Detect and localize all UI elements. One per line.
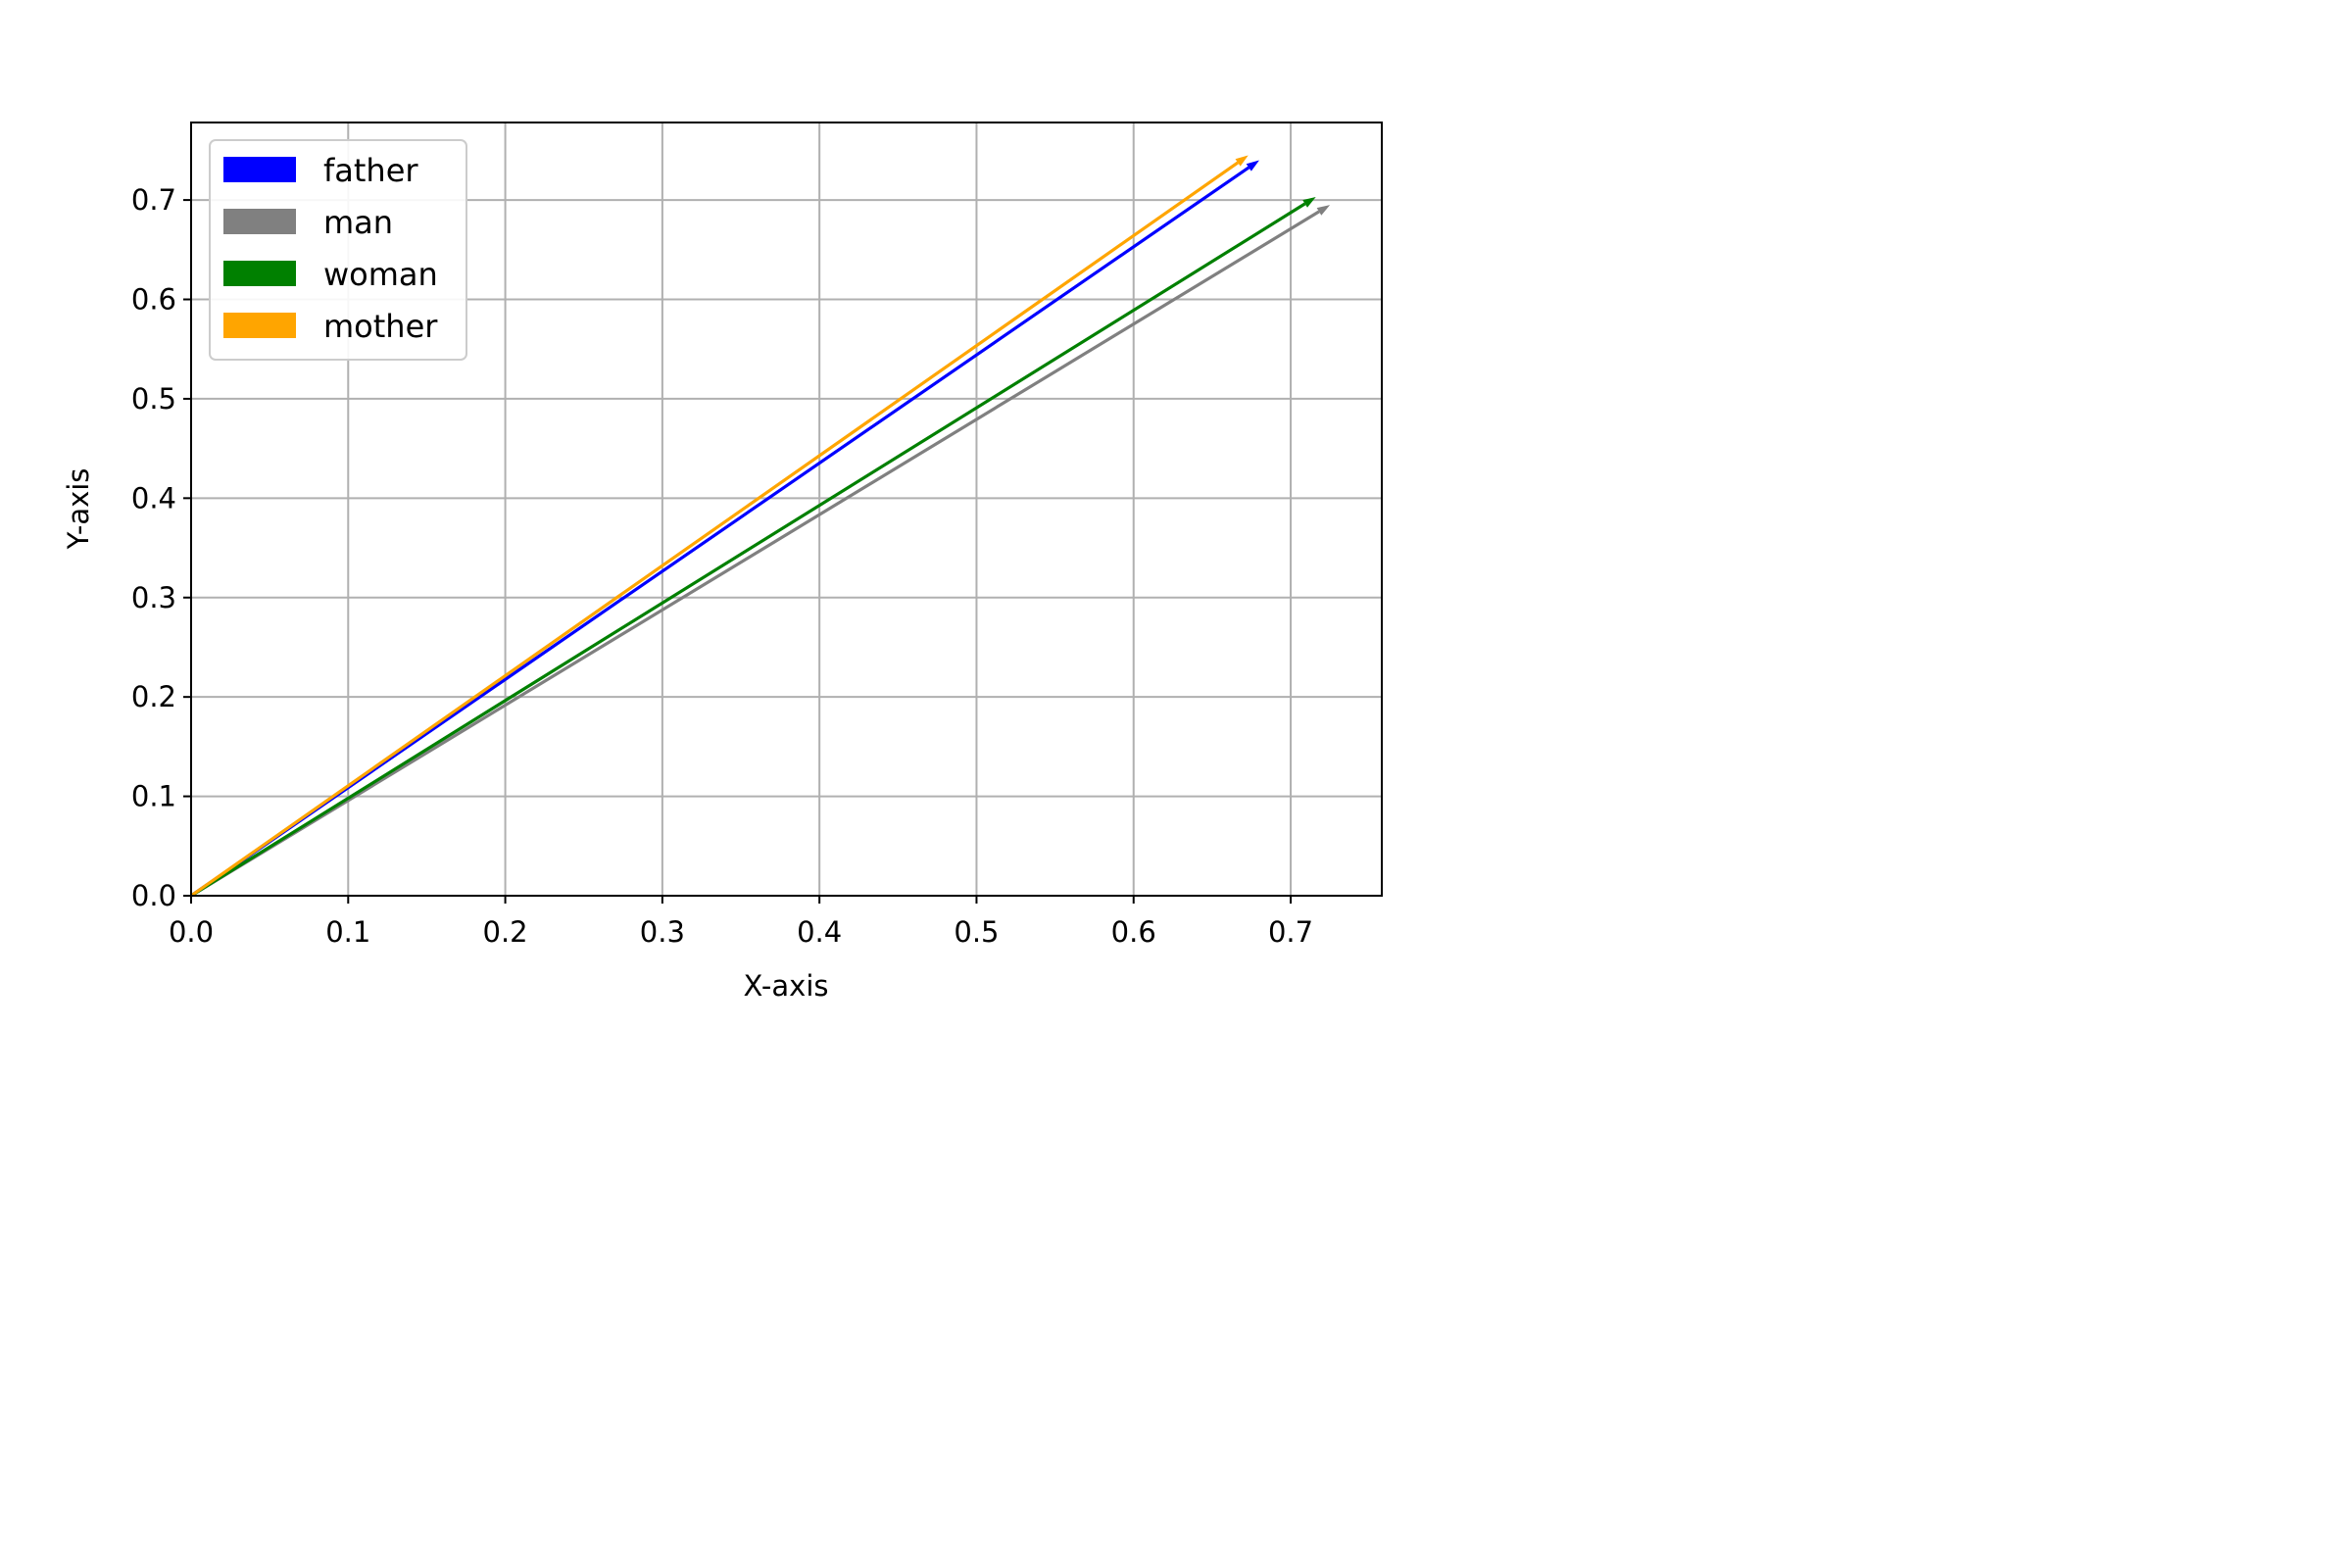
vector-woman — [190, 197, 1316, 898]
vector-shaft-father — [190, 166, 1250, 898]
legend-swatch-man — [223, 209, 296, 234]
legend-swatch-mother — [223, 313, 296, 338]
vector-shaft-woman — [190, 202, 1306, 898]
x-tick-label: 0.3 — [640, 915, 685, 949]
vector-head-woman — [1302, 197, 1316, 208]
vectors — [190, 155, 1331, 898]
y-tick-label: 0.1 — [131, 780, 176, 813]
x-tick-label: 0.1 — [325, 915, 370, 949]
x-tick-label: 0.0 — [169, 915, 214, 949]
legend-swatch-father — [223, 157, 296, 182]
legend-swatch-woman — [223, 261, 296, 286]
vector-father — [190, 160, 1259, 898]
plot-frame — [190, 122, 1383, 897]
vector-mother — [190, 155, 1249, 898]
legend: father man woman mother — [209, 139, 467, 361]
x-axis-label: X-axis — [744, 969, 829, 1003]
vector-shaft-man — [190, 210, 1320, 898]
y-tick-label: 0.6 — [131, 283, 176, 317]
y-tick-label: 0.3 — [131, 581, 176, 614]
legend-label-woman: woman — [323, 256, 438, 293]
vector-head-father — [1246, 160, 1259, 172]
vector-man — [190, 205, 1331, 898]
vector-shaft-mother — [190, 161, 1240, 898]
vector-chart: 0.0 0.1 0.2 0.3 0.4 0.5 0.6 0.7 0.0 0.1 0.2 0.3 0.4 0… — [0, 0, 1513, 1015]
x-tick-label: 0.2 — [483, 915, 528, 949]
y-axis-label: Y-axis — [62, 468, 95, 551]
x-tick-label: 0.5 — [954, 915, 999, 949]
x-tick-label: 0.6 — [1111, 915, 1156, 949]
legend-label-father: father — [323, 152, 418, 189]
y-tick-label: 0.4 — [131, 481, 176, 514]
vector-head-man — [1316, 205, 1331, 216]
y-tick-label: 0.2 — [131, 680, 176, 713]
y-tick-label: 0.5 — [131, 382, 176, 416]
x-tick-label: 0.4 — [797, 915, 842, 949]
ticks: 0.0 0.1 0.2 0.3 0.4 0.5 0.6 0.7 0.0 0.1 0.2 0.3 0.4 0… — [131, 183, 1313, 949]
x-tick-label: 0.7 — [1268, 915, 1313, 949]
legend-label-mother: mother — [323, 308, 438, 345]
vector-head-mother — [1235, 155, 1249, 167]
legend-label-man: man — [323, 204, 393, 241]
y-tick-label: 0.0 — [131, 879, 176, 912]
legend-box — [209, 139, 467, 361]
y-tick-label: 0.7 — [131, 183, 176, 217]
